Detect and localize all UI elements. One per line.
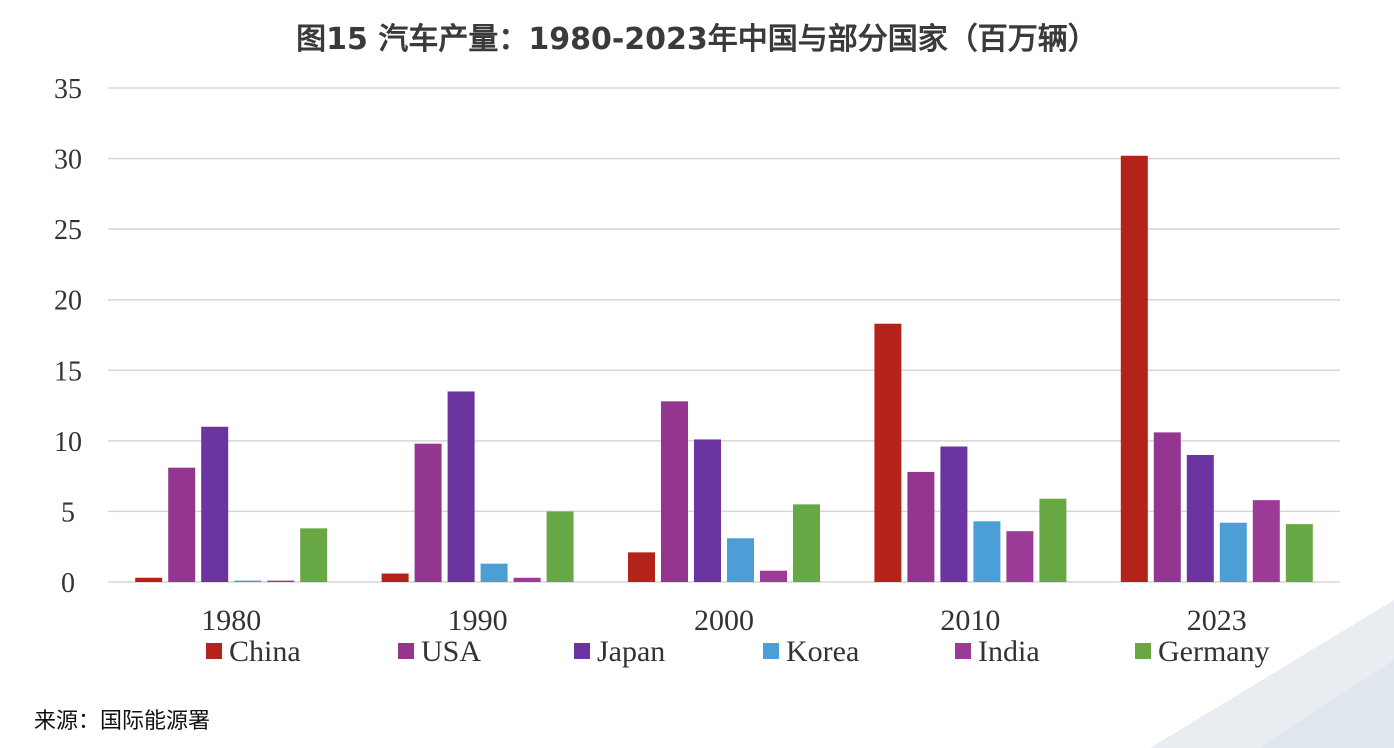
- bar-india-2010: [1006, 531, 1034, 582]
- bar-china-2023: [1120, 155, 1148, 582]
- legend-swatch-germany: [1135, 643, 1151, 659]
- source-note: 来源：国际能源署: [34, 709, 211, 734]
- bar-korea-1990: [480, 563, 508, 582]
- bar-japan-1990: [447, 391, 475, 582]
- bar-germany-1980: [300, 528, 328, 582]
- legend-label-korea: Korea: [786, 635, 859, 668]
- bars: [135, 155, 1313, 582]
- legend-label-china: China: [229, 635, 301, 668]
- legend-label-india: India: [978, 635, 1040, 668]
- bar-china-2010: [874, 323, 902, 582]
- legend-swatch-usa: [398, 643, 414, 659]
- bar-korea-1980: [234, 580, 262, 582]
- y-tick-label-10: 10: [54, 427, 82, 458]
- bar-usa-2023: [1153, 432, 1181, 582]
- bar-usa-1980: [168, 467, 196, 582]
- y-tick-label-5: 5: [61, 497, 75, 528]
- y-axis-ticks: 0 5 10 15 20 25 30 35: [54, 74, 82, 599]
- bar-china-2000: [628, 552, 655, 582]
- bar-japan-2000: [694, 439, 721, 582]
- bar-korea-2000: [727, 538, 754, 582]
- x-tick-label-2023: 2023: [1187, 604, 1247, 637]
- bar-china-1980: [135, 577, 163, 582]
- bar-india-1990: [513, 577, 541, 582]
- y-tick-label-15: 15: [54, 356, 82, 387]
- x-tick-label-1980: 1980: [201, 604, 261, 637]
- x-tick-label-1990: 1990: [448, 604, 508, 637]
- bar-china-1990: [381, 573, 409, 582]
- bar-germany-2023: [1285, 524, 1313, 582]
- bar-korea-2010: [973, 521, 1001, 582]
- bar-india-1980: [267, 580, 295, 582]
- legend-swatch-china: [206, 643, 222, 659]
- bar-germany-2000: [793, 504, 820, 582]
- x-tick-label-2010: 2010: [940, 604, 1000, 637]
- bar-india-2000: [760, 570, 787, 582]
- bar-usa-1990: [414, 443, 442, 582]
- bar-japan-2010: [940, 446, 968, 582]
- bar-india-2023: [1252, 500, 1280, 582]
- legend: China USA Japan Korea India Germany: [206, 635, 1270, 668]
- chart-title: 图15 汽车产量：1980-2023年中国与部分国家（百万辆）: [296, 22, 1098, 57]
- bar-japan-2023: [1186, 454, 1214, 582]
- bar-japan-1980: [201, 426, 229, 582]
- legend-label-japan: Japan: [597, 635, 665, 668]
- bar-germany-1990: [546, 511, 574, 582]
- y-tick-label-35: 35: [54, 74, 82, 105]
- y-tick-label-0: 0: [61, 568, 75, 599]
- y-tick-label-30: 30: [54, 145, 82, 176]
- legend-label-germany: Germany: [1158, 635, 1270, 668]
- legend-swatch-india: [955, 643, 971, 659]
- bar-usa-2000: [661, 401, 688, 582]
- x-axis-ticks: 1980 1990 2000 2010 2023: [201, 604, 1247, 637]
- y-tick-label-20: 20: [54, 286, 82, 317]
- legend-swatch-korea: [763, 643, 779, 659]
- y-tick-label-25: 25: [54, 215, 82, 246]
- legend-label-usa: USA: [421, 635, 481, 668]
- bar-korea-2023: [1219, 522, 1247, 582]
- x-tick-label-2000: 2000: [694, 604, 754, 637]
- bar-germany-2010: [1039, 498, 1067, 582]
- bar-usa-2010: [907, 471, 935, 582]
- legend-swatch-japan: [574, 643, 590, 659]
